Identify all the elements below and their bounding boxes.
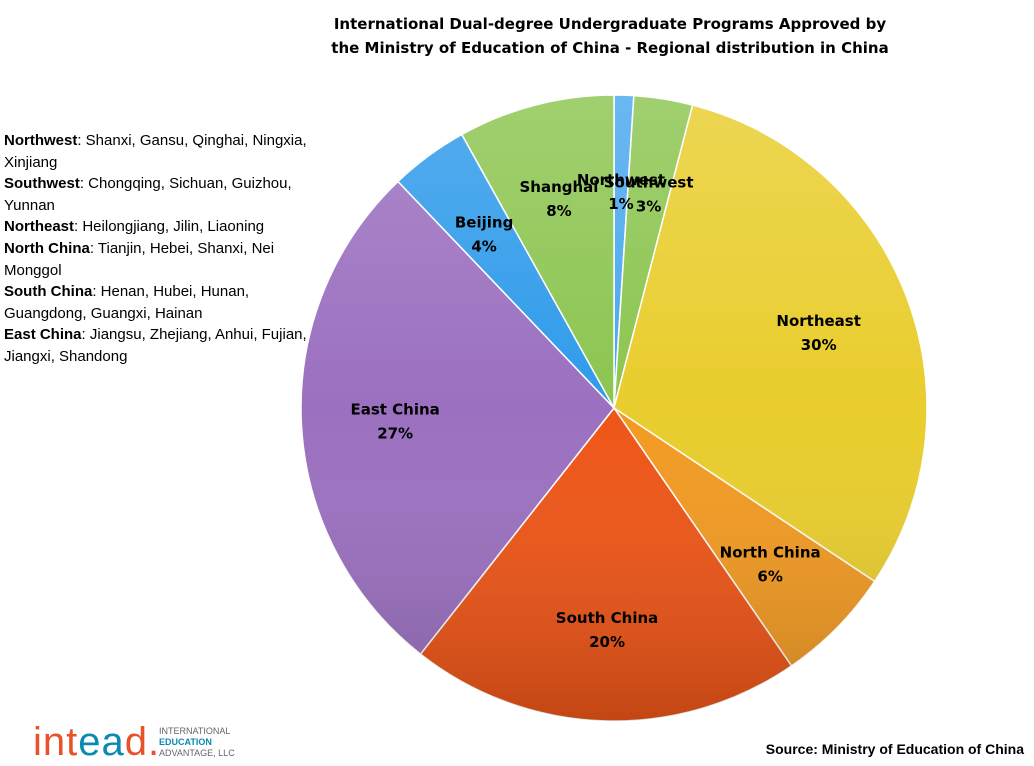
pie-label-percent: 27% [377,424,413,442]
pie-label-name: North China [720,544,821,562]
legend-region-name: South China [4,283,93,301]
pie-label-name: South China [556,609,659,627]
intead-logo: intead. INTERNATIONAL EDUCATION ADVANTAG… [33,720,235,764]
legend-provinces: : Shanxi, Gansu, Qinghai, Ningxia, Xinji… [4,132,307,171]
legend-region-name: East China [4,326,82,344]
pie-label-northeast: Northeast 30% [776,312,861,354]
pie-label-shanghai: Shanghai 8% [519,178,598,220]
pie-label-percent: 4% [471,238,496,256]
legend-region-name: Northeast [4,218,75,236]
pie-label-north-china: North China 6% [720,544,821,586]
logo-subtitle: INTERNATIONAL EDUCATION ADVANTAGE, LLC [159,726,235,759]
legend-provinces: : Heilongjiang, Jilin, Liaoning [74,218,265,236]
pie-label-southwest: Southwest 3% [604,174,694,216]
legend-entry-northeast: Northeast: Heilongjiang, Jilin, Liaoning [4,216,334,238]
pie-label-percent: 8% [546,202,571,220]
pie-label-east-china: East China 27% [350,400,439,442]
legend-entry-south-china: South China: Henan, Hubei, Hunan, Guangd… [4,281,334,324]
legend-entry-northwest: Northwest: Shanxi, Gansu, Qinghai, Ningx… [4,130,334,173]
source-note: Source: Ministry of Education of China [765,741,1024,757]
pie-label-name: Beijing [455,214,513,232]
pie-label-name: Shanghai [519,178,598,196]
pie-label-percent: 1% [608,195,633,213]
legend-region-name: Northwest [4,132,78,149]
pie-label-percent: 30% [801,336,837,354]
legend-region-name: North China [4,239,90,257]
legend-entry-north-china: North China: Tianjin, Hebei, Shanxi, Nei… [4,238,334,281]
logo-word-part1: int [33,720,79,764]
chart-title-line2: the Ministry of Education of China - Reg… [331,39,889,57]
legend-region-name: Southwest [4,175,80,193]
pie-label-percent: 6% [757,568,782,586]
legend-entry-east-china: East China: Jiangsu, Zhejiang, Anhui, Fu… [4,324,334,367]
pie-label-name: Southwest [604,174,694,192]
pie-label-south-china: South China 20% [556,609,659,651]
logo-line2: EDUCATION [159,737,212,747]
legend-provinces: : Tianjin, Hebei, Shanxi, Nei Monggol [4,239,275,279]
pie-label-northwest: Northwest 1% [577,171,665,213]
pie-label-beijing: Beijing 4% [455,214,513,256]
logo-wordmark: intead. [33,720,160,764]
logo-word-part3: d. [124,720,161,764]
legend-entry-southwest: Southwest: Chongqing, Sichuan, Guizhou, … [4,173,334,216]
logo-word-part2: ea [78,720,125,764]
logo-line3: ADVANTAGE, LLC [159,748,235,758]
pie-label-name: Northeast [776,312,861,330]
pie-label-name: Northwest [577,171,665,189]
logo-line1: INTERNATIONAL [159,726,231,736]
pie-label-name: East China [350,400,439,418]
chart-title-line1: International Dual-degree Undergraduate … [333,15,887,33]
legend-provinces: : Chongqing, Sichuan, Guizhou, Yunnan [4,175,292,214]
legend-provinces: : Jiangsu, Zhejiang, Anhui, Fujian, Jian… [4,326,307,365]
chart-title: International Dual-degree Undergraduate … [250,12,970,60]
pie-label-percent: 3% [636,198,661,216]
region-legend: Northwest: Shanxi, Gansu, Qinghai, Ningx… [4,130,334,368]
pie-label-percent: 20% [589,633,625,651]
legend-provinces: : Henan, Hubei, Hunan, Guangdong, Guangx… [4,283,250,322]
